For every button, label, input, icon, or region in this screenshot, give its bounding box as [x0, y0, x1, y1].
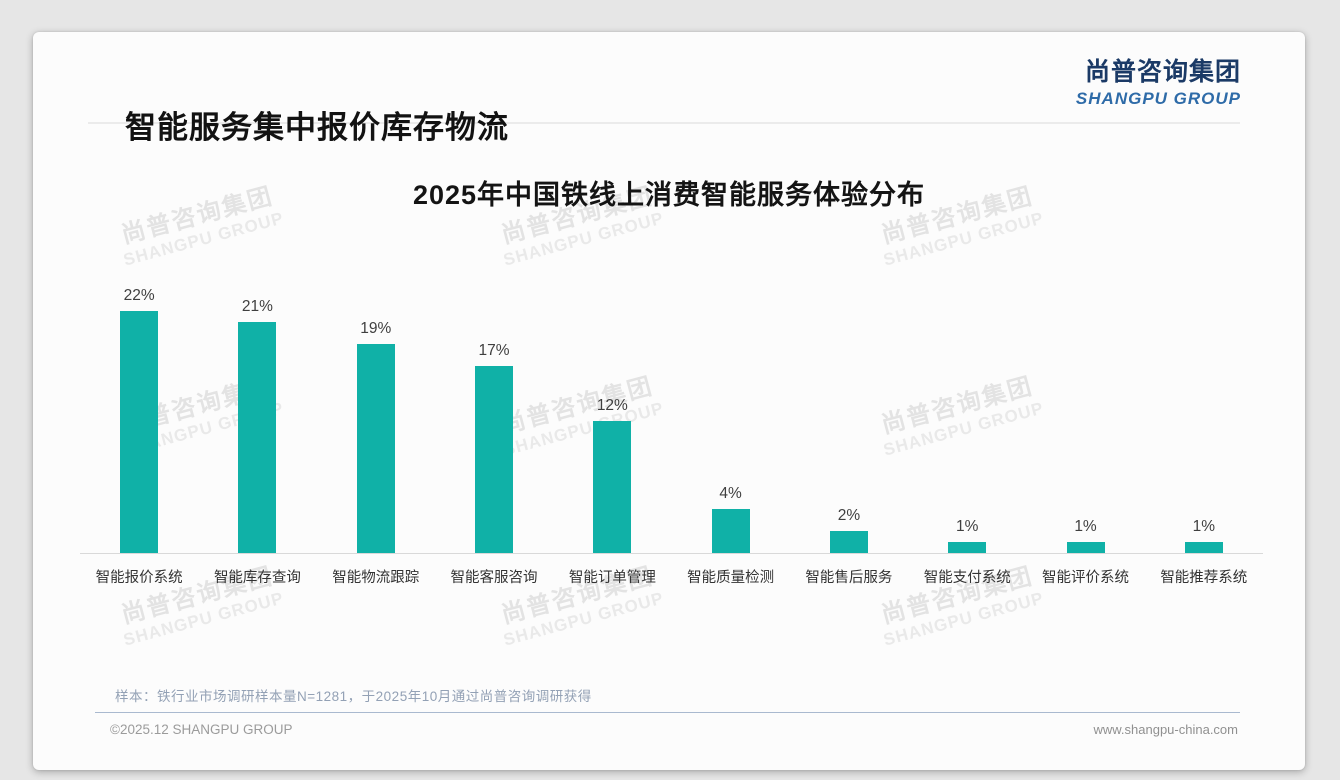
- chart-title: 2025年中国铁线上消费智能服务体验分布: [412, 180, 926, 210]
- watermark-text-en: SHANGPU GROUP: [121, 208, 286, 270]
- category-label: 智能售后服务: [805, 570, 893, 586]
- watermark-text-en: SHANGPU GROUP: [881, 208, 1046, 270]
- bar: [1066, 542, 1105, 553]
- bar-slot: 2%: [790, 273, 908, 553]
- bar-slot: 1%: [1026, 273, 1144, 553]
- category-label: 智能库存查询: [213, 570, 301, 586]
- category-label: 智能订单管理: [568, 570, 656, 586]
- category-label: 智能质量检测: [687, 570, 775, 586]
- bar: [948, 542, 987, 553]
- x-axis-line: [80, 553, 1263, 554]
- bar: [120, 311, 159, 553]
- category-label: 智能推荐系统: [1160, 570, 1248, 586]
- bar-value-label: 1%: [956, 518, 979, 535]
- category-label: 智能客服咨询: [450, 570, 538, 586]
- category-label: 智能评价系统: [1042, 570, 1130, 586]
- watermark-text-en: SHANGPU GROUP: [501, 588, 666, 650]
- bar-slot: 4%: [671, 273, 789, 553]
- page-title: 智能服务集中报价库存物流: [125, 110, 509, 145]
- bar-slot: 22%: [80, 273, 198, 553]
- bar: [593, 421, 632, 553]
- bar-slot: 17%: [435, 273, 553, 553]
- bar-slot: 1%: [908, 273, 1026, 553]
- bar: [711, 509, 750, 553]
- bar: [829, 531, 868, 553]
- slide-card: 尚普咨询集团 SHANGPU GROUP 尚普咨询集团 SHANGPU GROUP 尚普…: [33, 32, 1305, 770]
- watermark-text-en: SHANGPU GROUP: [121, 588, 286, 650]
- company-logo: 尚普咨询集团 SHANGPU GROUP: [1076, 52, 1241, 109]
- bar-slot: 1%: [1145, 273, 1263, 553]
- bar-value-label: 4%: [719, 485, 742, 502]
- bar: [1184, 542, 1223, 553]
- watermark-text-en: SHANGPU GROUP: [881, 588, 1046, 650]
- category-label: 智能支付系统: [923, 570, 1011, 586]
- bar: [356, 344, 395, 553]
- bar-value-label: 1%: [1074, 518, 1097, 535]
- header-divider: [88, 122, 1240, 124]
- bar-slot: 19%: [317, 273, 435, 553]
- footer-website: www.shangpu-china.com: [1093, 722, 1238, 737]
- bar-value-label: 2%: [837, 507, 861, 524]
- footer-divider: [95, 712, 1240, 713]
- bar-slot: 21%: [198, 273, 316, 553]
- bar-value-label: 17%: [478, 342, 510, 359]
- category-labels-row: 智能报价系统 智能库存查询 智能物流跟踪 智能客服咨询 智能订单管理 智能质量检测 智能售后…: [80, 568, 1263, 588]
- bar-value-label: 19%: [360, 320, 392, 337]
- bar-value-label: 21%: [241, 298, 273, 315]
- bar: [475, 366, 514, 553]
- footer-copyright: ©2025.12 SHANGPU GROUP: [110, 722, 293, 737]
- bar-slot: 12%: [553, 273, 671, 553]
- sample-footnote: 样本：铁行业市场调研样本量N=1281，于2025年10月通过尚普咨询调研获得: [115, 689, 592, 704]
- logo-text-cn: 尚普咨询集团: [1084, 58, 1241, 86]
- logo-text-en: SHANGPU GROUP: [1075, 89, 1241, 108]
- watermark-text-en: SHANGPU GROUP: [501, 208, 666, 270]
- category-label: 智能报价系统: [95, 570, 183, 586]
- category-label: 智能物流跟踪: [332, 570, 420, 586]
- bar-value-label: 22%: [123, 287, 155, 304]
- bar-value-label: 1%: [1192, 518, 1216, 535]
- bars-row: 22% 21% 19% 17% 12% 4% 2% 1% 1% 1%: [80, 273, 1263, 553]
- bar-value-label: 12%: [596, 397, 628, 414]
- bar: [238, 322, 277, 553]
